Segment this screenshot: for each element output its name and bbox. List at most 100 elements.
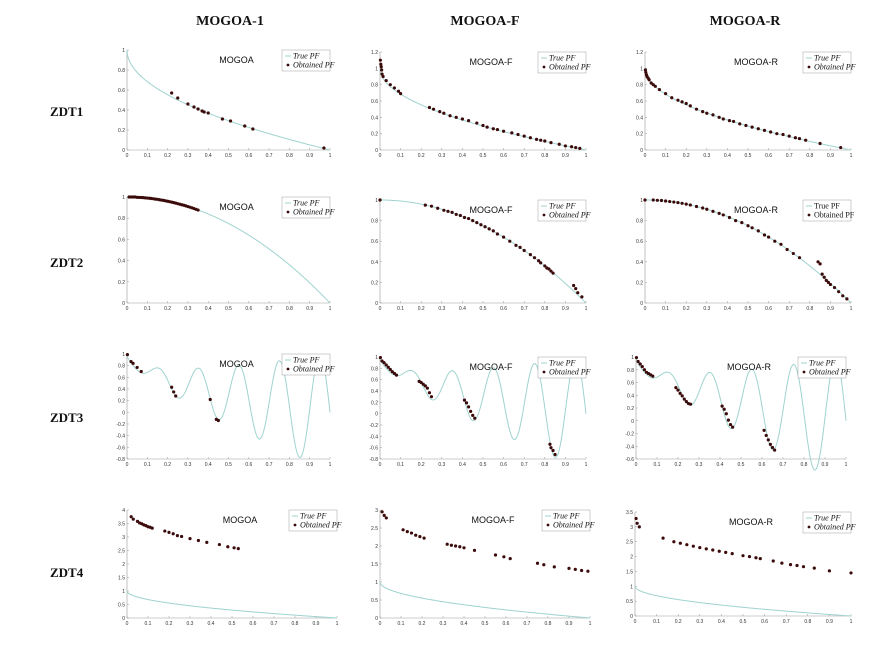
x-tick-label: 0.8 bbox=[806, 306, 813, 312]
x-tick-label: 0 bbox=[126, 306, 129, 312]
y-tick-label: 2.5 bbox=[118, 549, 125, 555]
obtained-pf-point bbox=[379, 65, 383, 69]
obtained-pf-point bbox=[458, 545, 462, 549]
legend-obtained-pf-swatch bbox=[807, 525, 811, 529]
legend-obtained-pf-swatch bbox=[286, 367, 290, 371]
obtained-pf-point bbox=[129, 515, 133, 519]
obtained-pf-point bbox=[429, 395, 434, 399]
y-tick-label: 0.4 bbox=[118, 387, 125, 393]
y-tick-label: 0 bbox=[375, 301, 378, 307]
obtained-pf-point bbox=[822, 275, 826, 279]
obtained-pf-point bbox=[414, 533, 418, 537]
obtained-pf-point bbox=[750, 226, 754, 230]
obtained-pf-point bbox=[727, 119, 732, 123]
x-tick-label: 0 bbox=[644, 153, 647, 159]
x-tick-label: 0.2 bbox=[675, 462, 682, 468]
legend-obtained-pf-swatch bbox=[286, 63, 290, 67]
x-tick-label: 0.5 bbox=[745, 306, 752, 312]
x-tick-label: 0.2 bbox=[166, 621, 173, 627]
y-tick-label: -0.6 bbox=[625, 457, 634, 463]
y-tick-label: 2 bbox=[122, 562, 125, 568]
chart-title: MOGOA-F bbox=[470, 57, 513, 67]
obtained-pf-point bbox=[462, 215, 467, 220]
x-tick-label: 0.6 bbox=[761, 619, 768, 625]
obtained-pf-point bbox=[773, 448, 777, 452]
obtained-pf-point bbox=[653, 84, 657, 88]
obtained-pf-point bbox=[552, 565, 556, 569]
x-tick-label: 1 bbox=[850, 619, 853, 625]
obtained-pf-point bbox=[680, 394, 684, 398]
obtained-pf-point bbox=[549, 269, 553, 273]
obtained-pf-point bbox=[502, 129, 506, 133]
obtained-pf-point bbox=[644, 70, 648, 75]
legend-obtained-pf-label: Obtained PF bbox=[814, 63, 856, 72]
obtained-pf-point bbox=[827, 569, 831, 573]
y-tick-label: 0.2 bbox=[627, 406, 634, 412]
x-tick-label: 0.2 bbox=[164, 306, 171, 312]
x-tick-label: 0.9 bbox=[827, 306, 834, 312]
x-tick-label: 0.2 bbox=[164, 153, 171, 159]
obtained-pf-point bbox=[543, 139, 547, 143]
obtained-pf-point bbox=[551, 448, 555, 453]
y-tick-label: 1 bbox=[375, 66, 378, 72]
obtained-pf-point bbox=[445, 542, 449, 546]
obtained-pf-point bbox=[768, 442, 772, 446]
x-tick-label: 1 bbox=[845, 462, 848, 468]
x-tick-label: 0.1 bbox=[662, 306, 669, 312]
obtained-pf-point bbox=[217, 542, 221, 547]
y-tick-label: 0.8 bbox=[371, 366, 378, 372]
obtained-pf-point bbox=[793, 136, 797, 140]
column-header-mogoa-f: MOGOA-F bbox=[450, 14, 520, 29]
obtained-pf-point bbox=[322, 146, 326, 150]
obtained-pf-point bbox=[766, 438, 770, 442]
obtained-pf-point bbox=[747, 554, 752, 559]
obtained-pf-point bbox=[698, 546, 702, 550]
y-tick-label: 1 bbox=[640, 198, 643, 204]
y-tick-label: 0 bbox=[122, 616, 125, 622]
obtained-pf-point bbox=[770, 445, 775, 450]
obtained-pf-point bbox=[586, 569, 590, 573]
obtained-pf-point bbox=[721, 117, 725, 121]
x-tick-label: 0.2 bbox=[675, 619, 682, 625]
legend-obtained-pf-label: Obtained PF bbox=[553, 521, 595, 530]
obtained-pf-point bbox=[163, 529, 167, 533]
y-tick-label: 3 bbox=[375, 508, 378, 514]
x-tick-label: 0.7 bbox=[271, 621, 278, 627]
chart-title: MOGOA-F bbox=[472, 515, 515, 525]
legend-obtained-pf-swatch bbox=[286, 210, 290, 214]
true-pf-curve bbox=[635, 356, 847, 471]
legend-obtained-pf-label: Obtained PF bbox=[300, 521, 342, 530]
obtained-pf-point bbox=[216, 418, 220, 423]
y-tick-label: 0 bbox=[375, 412, 378, 418]
obtained-pf-point bbox=[125, 352, 130, 357]
x-tick-label: 0.4 bbox=[718, 619, 725, 625]
obtained-pf-point bbox=[711, 548, 715, 552]
x-tick-label: 0.3 bbox=[703, 306, 710, 312]
true-pf-curve bbox=[379, 68, 587, 151]
chart-zdt2-mogoa-r: 0 0.1 0.2 0.3 0.4 0.5 0.6 0.7 0.8 0.9 1 0 0.2 0.4 0.6 0… bbox=[636, 198, 855, 312]
obtained-pf-point bbox=[205, 540, 209, 544]
obtained-pf-point bbox=[573, 567, 577, 571]
chart-title: MOGOA bbox=[219, 55, 254, 65]
obtained-pf-point bbox=[672, 540, 676, 544]
obtained-pf-point bbox=[832, 285, 837, 290]
obtained-pf-point bbox=[722, 407, 726, 411]
y-tick-label: 0.2 bbox=[371, 400, 378, 406]
y-tick-label: -0.2 bbox=[116, 422, 125, 428]
obtained-pf-point bbox=[812, 566, 816, 570]
obtained-pf-point bbox=[220, 117, 225, 121]
x-tick-label: 0.1 bbox=[397, 306, 404, 312]
x-tick-label: 0.8 bbox=[541, 153, 548, 159]
x-tick-label: 0.1 bbox=[397, 153, 404, 159]
x-tick-label: 0.9 bbox=[562, 462, 569, 468]
x-tick-label: 0.3 bbox=[184, 306, 191, 312]
legend-obtained-pf-label: Obtained PF bbox=[549, 63, 591, 72]
obtained-pf-point bbox=[705, 207, 709, 211]
y-tick-label: 0.6 bbox=[627, 381, 634, 387]
obtained-pf-point bbox=[769, 130, 773, 134]
true-pf-curve bbox=[644, 68, 852, 151]
x-tick-label: 0.3 bbox=[184, 153, 191, 159]
obtained-pf-point bbox=[684, 400, 688, 404]
chart-zdt3-mogoa-f: 0 0.1 0.2 0.3 0.4 0.5 0.6 0.7 0.8 0.9 1 -0.8 -0.6 -0.… bbox=[369, 355, 590, 468]
x-tick-label: 0.6 bbox=[500, 153, 507, 159]
